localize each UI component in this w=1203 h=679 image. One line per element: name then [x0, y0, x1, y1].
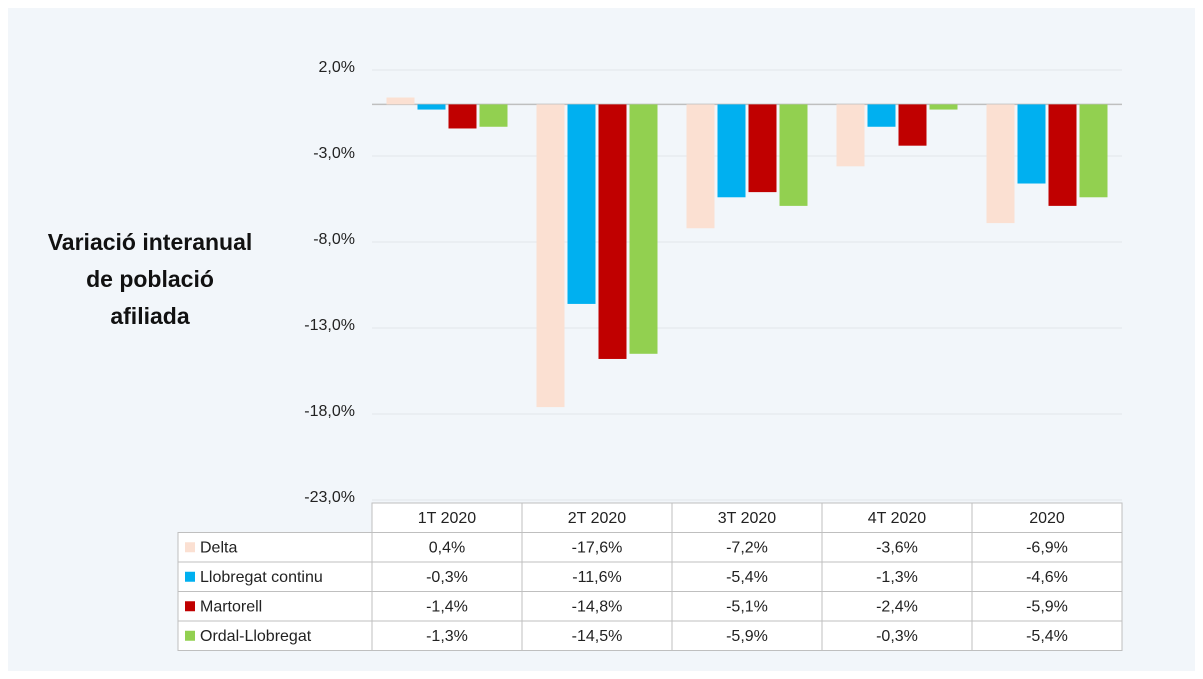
table-value: -1,3%	[876, 569, 918, 586]
table-value: -5,4%	[726, 569, 768, 586]
table-value: -14,5%	[572, 628, 623, 645]
bar	[929, 104, 958, 110]
table-value: -3,6%	[876, 539, 918, 556]
table-value: -0,3%	[876, 628, 918, 645]
bar	[598, 104, 627, 359]
y-axis-title: Variació interanual	[48, 229, 253, 255]
table-value: -17,6%	[572, 539, 623, 556]
bar	[629, 104, 658, 354]
legend-label: Ordal-Llobregat	[200, 628, 312, 645]
table-value: -7,2%	[726, 539, 768, 556]
bar	[1017, 104, 1046, 184]
bar	[479, 104, 508, 127]
legend-label: Llobregat continu	[200, 569, 323, 586]
table-value: -6,9%	[1026, 539, 1068, 556]
bar	[898, 104, 927, 146]
y-axis-title: afiliada	[110, 303, 189, 329]
table-value: -0,3%	[426, 569, 468, 586]
table-value: 0,4%	[429, 539, 465, 556]
bar	[986, 104, 1015, 224]
y-tick-label: -18,0%	[304, 403, 355, 420]
bar	[536, 104, 565, 408]
y-tick-label: -13,0%	[304, 317, 355, 334]
table-value: -1,3%	[426, 628, 468, 645]
x-tick-label: 1T 2020	[418, 510, 477, 527]
table-value: -5,9%	[1026, 598, 1068, 615]
legend-label: Delta	[200, 539, 237, 556]
table-value: -14,8%	[572, 598, 623, 615]
bar	[1048, 104, 1077, 206]
bar	[686, 104, 715, 229]
y-tick-label: -8,0%	[313, 231, 355, 248]
bar	[386, 97, 415, 105]
bar	[779, 104, 808, 206]
legend-swatch	[185, 601, 195, 612]
table-value: -5,9%	[726, 628, 768, 645]
bar	[867, 104, 896, 127]
bar	[448, 104, 477, 129]
table-value: -1,4%	[426, 598, 468, 615]
y-tick-label: 2,0%	[319, 59, 355, 76]
table-value: -4,6%	[1026, 569, 1068, 586]
x-tick-label: 3T 2020	[718, 510, 777, 527]
y-axis-title: de població	[86, 266, 214, 292]
legend-swatch	[185, 571, 195, 582]
bar	[836, 104, 865, 167]
legend-swatch	[185, 630, 195, 641]
x-tick-label: 4T 2020	[868, 510, 927, 527]
x-tick-label: 2020	[1029, 510, 1065, 527]
table-value: -5,4%	[1026, 628, 1068, 645]
x-tick-label: 2T 2020	[568, 510, 627, 527]
table-value: -2,4%	[876, 598, 918, 615]
bar	[417, 104, 446, 110]
y-tick-label: -3,0%	[313, 145, 355, 162]
bar	[1079, 104, 1108, 198]
y-tick-label: -23,0%	[304, 489, 355, 506]
bar	[717, 104, 746, 198]
legend-label: Martorell	[200, 598, 262, 615]
table-value: -11,6%	[572, 569, 622, 586]
bar	[748, 104, 777, 193]
bar	[567, 104, 596, 304]
legend-swatch	[185, 542, 195, 553]
table-value: -5,1%	[726, 598, 768, 615]
